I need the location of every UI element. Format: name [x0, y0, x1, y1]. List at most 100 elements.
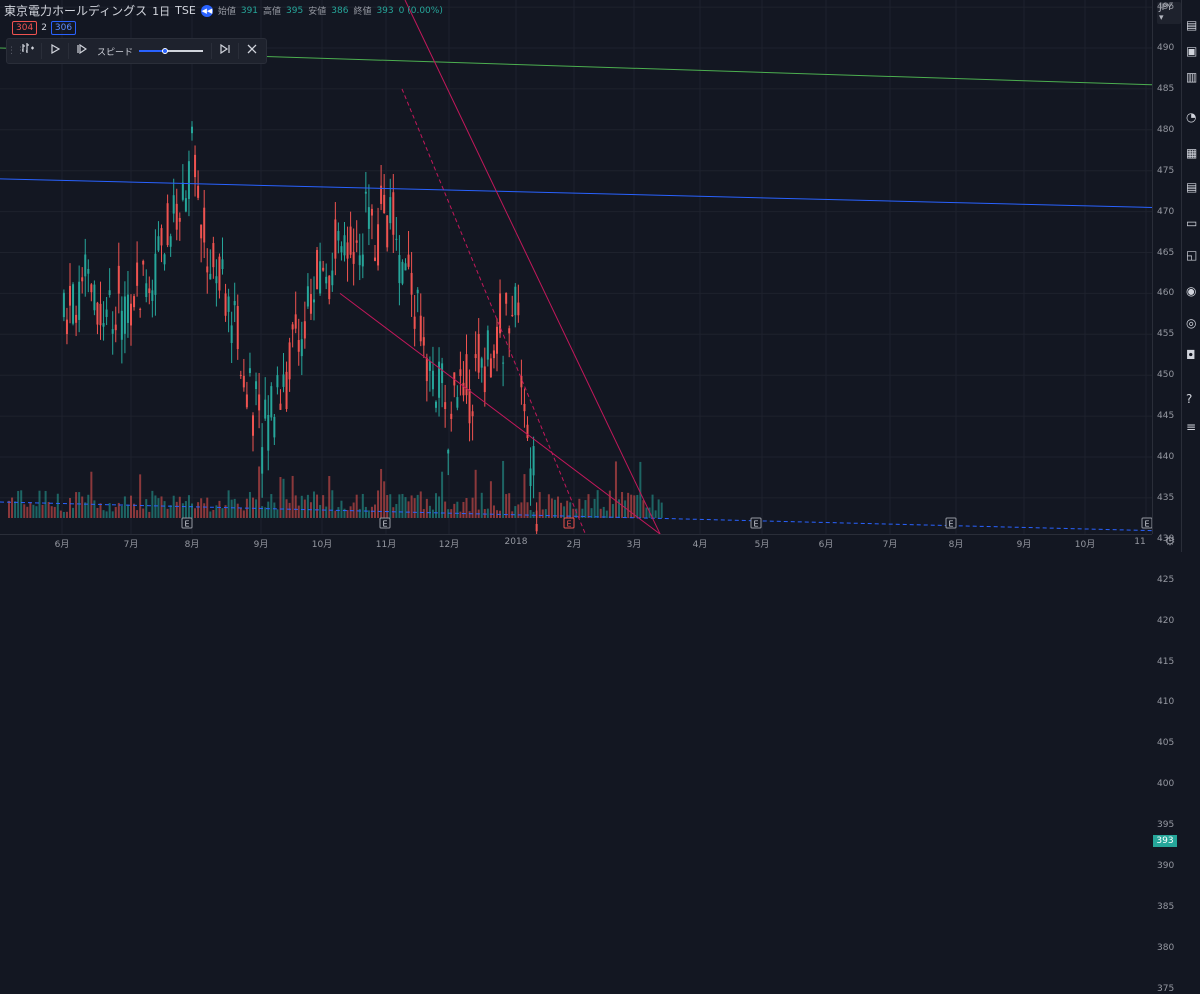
close-icon[interactable]	[241, 40, 263, 62]
signal-icon[interactable]: ◎	[1186, 316, 1197, 330]
news-icon[interactable]: ▣	[1186, 44, 1198, 58]
symbol-title[interactable]: 東京電力ホールディングス	[4, 4, 148, 18]
price-axis[interactable]: JPY ▾ 495 490 485 480 475 470 465 460 455 450 445 4…	[1152, 0, 1181, 994]
volume-bar	[492, 505, 495, 518]
candle-body	[279, 403, 282, 410]
volume-bar	[352, 502, 355, 518]
earnings-marker[interactable]: E	[750, 517, 762, 529]
candle-body	[447, 449, 450, 454]
volume-bar	[636, 494, 639, 518]
candle-body	[489, 358, 492, 378]
streams-icon[interactable]: ◱	[1186, 248, 1198, 262]
volume-bar	[608, 490, 611, 518]
candle-body	[502, 362, 505, 364]
candle-body	[264, 399, 267, 419]
candle-body	[282, 374, 285, 387]
time-axis[interactable]: 6月 7月 8月 9月 10月 11月 12月 2018 2月 3月 4月 5月 6月 7月 8月 9月 10月…	[0, 534, 1152, 553]
candle-body	[435, 401, 437, 408]
volume-bar	[227, 490, 230, 518]
candle-body	[410, 272, 413, 295]
volume-bar	[340, 500, 343, 518]
data-window-icon[interactable]: ▥	[1186, 70, 1198, 84]
volume-bar	[386, 495, 389, 518]
volume-bar	[581, 508, 584, 518]
low-value: 386	[331, 5, 349, 16]
candle-body	[480, 358, 483, 368]
chat-icon[interactable]: ▭	[1186, 216, 1198, 230]
candle-body	[431, 370, 434, 390]
interval-label[interactable]: 1日	[152, 4, 171, 18]
volume-bar	[175, 501, 178, 518]
volume-bar	[584, 500, 587, 518]
currency-select[interactable]: JPY ▾	[1157, 2, 1181, 24]
volume-bar	[145, 499, 148, 518]
buy-button[interactable]: 306	[50, 21, 77, 35]
alerts-icon[interactable]: ◔	[1186, 110, 1197, 124]
volume-bar	[389, 494, 392, 518]
replay-mode-icon[interactable]: ◀◀	[200, 4, 213, 17]
volume-bar	[139, 474, 142, 518]
earnings-marker[interactable]: E	[563, 517, 575, 529]
volume-bar	[236, 503, 239, 518]
candle-body	[90, 284, 93, 293]
speed-knob[interactable]	[161, 48, 168, 54]
step-forward-icon[interactable]	[71, 40, 93, 62]
speed-slider[interactable]	[139, 45, 204, 57]
notifications-icon[interactable]: ◘	[1186, 348, 1196, 362]
watchlist-icon[interactable]: ▤	[1186, 18, 1198, 32]
volume-bar	[282, 478, 285, 518]
jump-to-realtime-icon[interactable]	[214, 40, 236, 62]
play-icon[interactable]	[44, 40, 66, 62]
volume-bar	[197, 502, 200, 518]
earnings-marker[interactable]: E	[379, 517, 391, 529]
candle-body	[99, 303, 102, 326]
candle-body	[72, 284, 75, 324]
volume-bar	[69, 497, 71, 518]
volume-bar	[380, 468, 383, 518]
candle-body	[389, 197, 392, 224]
volume-bar	[75, 492, 78, 518]
volume-bar	[419, 491, 422, 518]
candle-body	[252, 415, 254, 436]
calendar-icon[interactable]: ▦	[1186, 146, 1198, 160]
volume-bar	[538, 492, 541, 518]
settings-gear-icon[interactable]: ⚙	[1164, 534, 1176, 548]
drag-handle-icon[interactable]: ⋮⋮	[7, 46, 25, 56]
time-tick: 11月	[375, 540, 397, 550]
time-tick: 7月	[123, 540, 139, 550]
volume-bar	[590, 508, 593, 518]
svg-text:E: E	[184, 520, 189, 529]
earnings-marker[interactable]: E	[181, 517, 193, 529]
volume-bar	[483, 509, 486, 518]
broadcast-icon[interactable]: ◉	[1186, 284, 1197, 298]
ideas-icon[interactable]: ▤	[1186, 180, 1198, 194]
volume-bar	[587, 494, 590, 518]
price-tick: 440	[1157, 452, 1175, 462]
volume-bar	[270, 494, 273, 518]
candle-body	[248, 368, 251, 373]
candle-body	[520, 376, 523, 388]
earnings-marker[interactable]: E	[1141, 517, 1152, 529]
candle-body	[529, 468, 532, 487]
candle-body	[535, 523, 538, 532]
sell-button[interactable]: 304	[12, 21, 38, 35]
select-bar-icon[interactable]	[17, 40, 39, 62]
volume-bar	[29, 502, 32, 518]
candle-body	[334, 219, 337, 259]
candle-body	[364, 191, 367, 194]
volume-bar	[404, 497, 407, 518]
volume-bar	[618, 499, 620, 518]
volume-bar	[401, 493, 404, 518]
volume-bar	[358, 508, 361, 518]
more-icon[interactable]: ≡	[1186, 420, 1197, 434]
candle-body	[325, 276, 328, 284]
candle-body	[93, 284, 96, 311]
volume-bar	[117, 502, 120, 518]
earnings-marker[interactable]: E	[945, 517, 957, 529]
help-icon[interactable]: ?	[1186, 392, 1193, 406]
candle-body	[206, 266, 209, 273]
volume-bar	[624, 500, 627, 518]
volume-bar	[32, 504, 35, 518]
